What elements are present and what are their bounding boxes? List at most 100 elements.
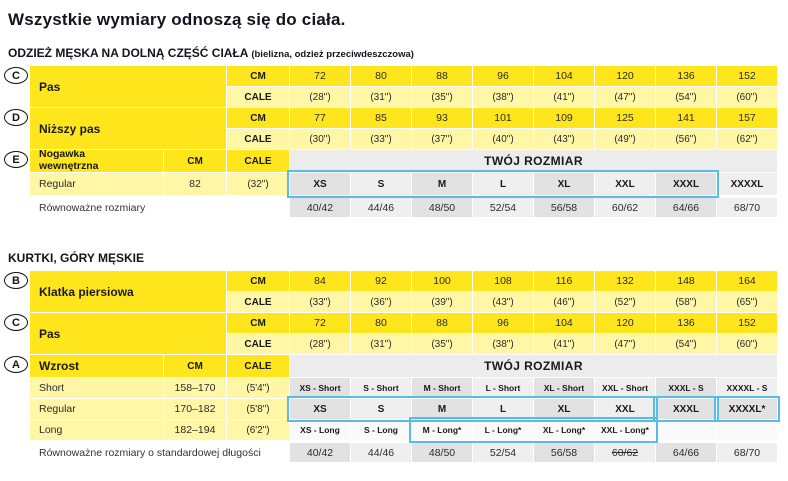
equivalent-value: 56/58 (534, 443, 594, 462)
section1-heading-text: ODZIEŻ MĘSKA NA DOLNĄ CZĘŚĆ CIAŁA (8, 46, 248, 60)
size-cell: S (351, 399, 411, 419)
waist-cale-value: (60") (717, 87, 777, 107)
waist2-cm-value: 72 (290, 313, 350, 333)
page-title: Wszystkie wymiary odnoszą się do ciała. (8, 10, 346, 29)
chest-cale-value: (46") (534, 292, 594, 312)
equivalent-sizes-row: Równoważne rozmiary 40/42 44/46 48/50 52… (30, 198, 777, 217)
fit-label-regular: Regular (30, 399, 163, 419)
height-cm-value: 170–182 (164, 399, 226, 419)
size-header: TWÓJ ROZMIAR (290, 355, 777, 377)
section1-heading-note: (bielizna, odzież przeciwdeszczowa) (251, 49, 414, 60)
lower-body-table-wrap: C D E Pas CM 72 80 88 96 104 120 136 152… (4, 66, 780, 217)
waist2-cm-value: 88 (412, 313, 472, 333)
chest-cale-value: (43") (473, 292, 533, 312)
chest-cale-value: (39") (412, 292, 472, 312)
fit-label-short: Short (30, 378, 163, 398)
unit-cale-label: CALE (227, 150, 289, 172)
low-waist-cale-value: (30") (290, 129, 350, 149)
waist-cm-value: 104 (534, 66, 594, 86)
low-waist-cale-value: (49") (595, 129, 655, 149)
equivalent-label: Równoważne rozmiary o standardowej długo… (39, 446, 261, 459)
equivalent-sizes-row-2: Równoważne rozmiary o standardowej długo… (30, 443, 777, 462)
inseam-cale-value: (32") (227, 173, 289, 195)
size-cell: XS (290, 173, 350, 195)
chest-cm-value: 132 (595, 271, 655, 291)
size-cell: M - Long* (412, 420, 472, 440)
low-waist-cm-value: 157 (717, 108, 777, 128)
chest-cale-value: (58") (656, 292, 716, 312)
waist-cm-value: 72 (290, 66, 350, 86)
chest-cm-value: 84 (290, 271, 350, 291)
waist2-cale-value: (31") (351, 334, 411, 354)
waist-cale-value: (35") (412, 87, 472, 107)
height-cale-value: (5'8") (227, 399, 289, 419)
waist-cm-value: 136 (656, 66, 716, 86)
waist-cale-value: (47") (595, 87, 655, 107)
equivalent-value: 48/50 (412, 443, 472, 462)
waist-cale-value: (38") (473, 87, 533, 107)
waist-cm-value: 152 (717, 66, 777, 86)
size-cell: XXXL (656, 399, 716, 419)
waist2-cm-value: 104 (534, 313, 594, 333)
size-cell-empty (656, 420, 716, 440)
low-waist-cale-value: (62") (717, 129, 777, 149)
height-cm-value: 182–194 (164, 420, 226, 440)
chest-cale-value: (33") (290, 292, 350, 312)
inseam-cm-value: 82 (164, 173, 226, 195)
row-label-nizszy-pas: Niższy pas (30, 108, 226, 149)
jackets-table-wrap: B C A Klatka piersiowa CM 84 92 100 108 … (4, 271, 780, 462)
size-cell: XXL (595, 399, 655, 419)
low-waist-cm-value: 109 (534, 108, 594, 128)
waist2-cale-value: (41") (534, 334, 594, 354)
chest-cale-value: (52") (595, 292, 655, 312)
height-cale-value: (5'4") (227, 378, 289, 398)
waist2-cale-value: (54") (656, 334, 716, 354)
chest-cm-value: 108 (473, 271, 533, 291)
waist-cale-value: (41") (534, 87, 594, 107)
waist2-cale-value: (35") (412, 334, 472, 354)
size-cell: L (473, 399, 533, 419)
waist-cale-value: (54") (656, 87, 716, 107)
row-badge-e: E (4, 151, 28, 168)
waist-cm-value: 80 (351, 66, 411, 86)
equivalent-value: 60/62 (595, 198, 655, 217)
low-waist-cm-value: 141 (656, 108, 716, 128)
row-label-pas2: Pas (30, 313, 226, 354)
unit-cm-label: CM (227, 66, 289, 86)
size-cell: XS - Long (290, 420, 350, 440)
low-waist-cale-value: (43") (534, 129, 594, 149)
size-cell: XL - Long* (534, 420, 594, 440)
equivalent-value: 40/42 (290, 443, 350, 462)
chest-cale-value: (36") (351, 292, 411, 312)
unit-cale-label: CALE (227, 87, 289, 107)
size-cell: M (412, 173, 472, 195)
unit-cale-label: CALE (227, 334, 289, 354)
chest-cm-value: 116 (534, 271, 594, 291)
waist-cm-value: 88 (412, 66, 472, 86)
low-waist-cm-value: 93 (412, 108, 472, 128)
height-cm-value: 158–170 (164, 378, 226, 398)
row-label-pas: Pas (30, 66, 226, 107)
chest-cm-value: 92 (351, 271, 411, 291)
low-waist-cale-value: (40") (473, 129, 533, 149)
size-cell: XL (534, 399, 594, 419)
row-badge-c2: C (4, 314, 28, 331)
waist2-cale-value: (60") (717, 334, 777, 354)
equivalent-value: 48/50 (412, 198, 472, 217)
section2-heading: KURTKI, GÓRY MĘSKIE (8, 251, 780, 265)
low-waist-cm-value: 101 (473, 108, 533, 128)
size-cell: XS (290, 399, 350, 419)
size-cell: XXXXL* (717, 399, 777, 419)
unit-cm-label: CM (227, 108, 289, 128)
size-cell-empty (717, 420, 777, 440)
equivalent-value: 64/66 (656, 198, 716, 217)
equivalent-value: 52/54 (473, 443, 533, 462)
waist-cale-value: (31") (351, 87, 411, 107)
chest-cale-value: (65") (717, 292, 777, 312)
equivalent-value: 40/42 (290, 198, 350, 217)
row-badge-d: D (4, 109, 28, 126)
low-waist-cm-value: 125 (595, 108, 655, 128)
waist2-cale-value: (28") (290, 334, 350, 354)
size-chart-page: Wszystkie wymiary odnoszą się do ciała. … (4, 10, 780, 462)
low-waist-cm-value: 77 (290, 108, 350, 128)
